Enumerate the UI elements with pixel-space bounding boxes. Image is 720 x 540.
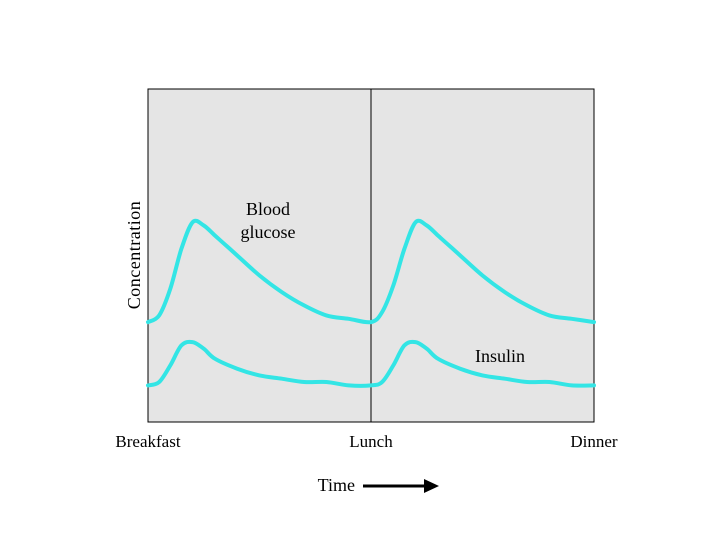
annotation-insulin: Insulin	[475, 346, 525, 366]
x-tick-labels: Breakfast Lunch Dinner	[115, 432, 618, 451]
annotation-blood-glucose-line-2: glucose	[241, 222, 296, 242]
series-line-insulin	[146, 339, 596, 388]
series-line-glucose	[146, 218, 596, 325]
time-arrow-icon	[363, 479, 439, 493]
plot-frame	[147, 88, 595, 423]
annotation-blood-glucose-line-1: Blood	[246, 199, 290, 219]
series-layer	[146, 218, 596, 388]
x-axis-title: Time	[318, 475, 355, 495]
x-tick-label-dinner: Dinner	[570, 432, 618, 451]
y-axis-title: Concentration	[124, 201, 144, 309]
x-tick-label-lunch: Lunch	[349, 432, 393, 451]
x-tick-label-breakfast: Breakfast	[115, 432, 180, 451]
